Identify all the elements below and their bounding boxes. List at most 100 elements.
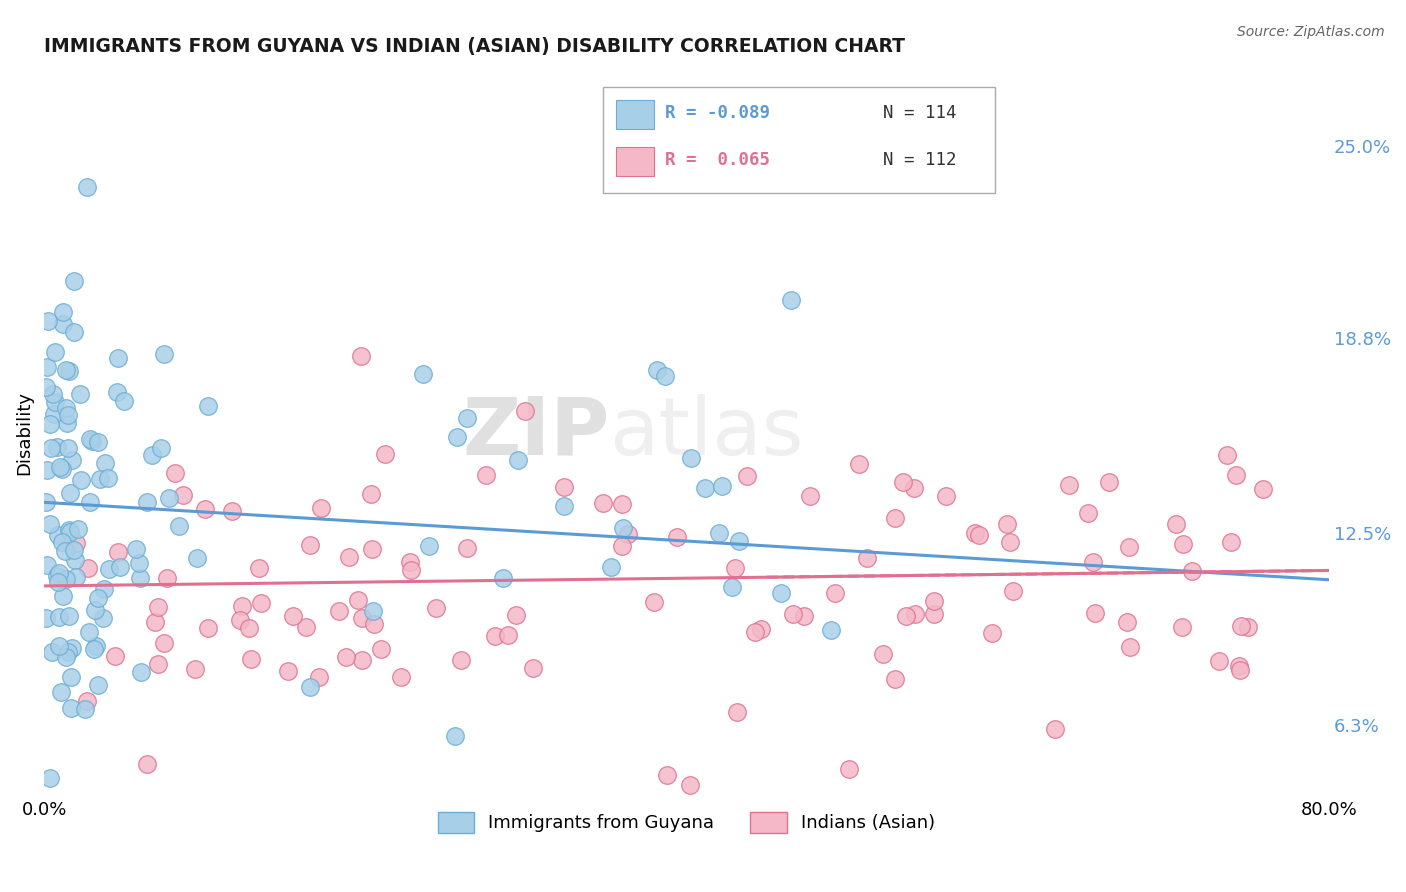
Point (311, 501, 333, 516)
Point (141, 448, 163, 462)
Point (693, 482, 716, 496)
Point (370, 641, 392, 656)
Point (59, 525, 82, 540)
Point (35, 611, 58, 625)
Point (903, 481, 925, 495)
Point (735, 469, 758, 483)
Point (45, 440, 67, 454)
Point (328, 604, 350, 618)
Point (37, 463, 59, 477)
Point (904, 607, 927, 621)
Point (856, 550, 879, 565)
Point (153, 636, 176, 650)
Point (446, 430, 468, 444)
Point (46, 527, 69, 541)
Point (643, 595, 665, 609)
Point (1116, 615, 1139, 629)
Point (48, 609, 70, 624)
Point (891, 475, 914, 489)
Point (399, 556, 422, 570)
Point (146, 599, 169, 614)
Point (361, 604, 384, 618)
Text: N = 114: N = 114 (883, 103, 956, 121)
Point (112, 393, 135, 408)
Point (709, 526, 731, 541)
Point (492, 571, 515, 585)
Point (360, 486, 382, 500)
Point (645, 363, 668, 377)
Point (38, 516, 60, 531)
Point (60, 453, 83, 467)
Point (725, 705, 748, 719)
Point (1097, 475, 1119, 489)
Point (617, 527, 640, 541)
Point (35, 558, 58, 572)
Point (1045, 723, 1067, 737)
Point (49, 685, 72, 699)
Point (65, 536, 87, 550)
Point (89, 472, 111, 486)
Point (52, 317, 75, 331)
Point (1208, 654, 1230, 668)
Text: IMMIGRANTS FROM GUYANA VS INDIAN (ASIAN) DISABILITY CORRELATION CHART: IMMIGRANTS FROM GUYANA VS INDIAN (ASIAN)… (44, 37, 905, 56)
Point (135, 494, 157, 508)
Point (678, 778, 700, 792)
Point (838, 762, 860, 776)
Point (63, 325, 86, 339)
Point (1230, 619, 1253, 633)
Point (612, 521, 634, 535)
Point (443, 730, 465, 744)
Point (295, 620, 318, 634)
Point (995, 516, 1018, 531)
Point (60, 641, 83, 656)
Point (128, 556, 150, 570)
Point (44, 344, 66, 359)
FancyBboxPatch shape (603, 87, 995, 193)
Point (229, 613, 252, 627)
Text: N = 112: N = 112 (883, 151, 956, 169)
Text: Source: ZipAtlas.com: Source: ZipAtlas.com (1237, 25, 1385, 39)
Point (352, 653, 374, 667)
Point (350, 349, 373, 363)
Point (146, 657, 169, 671)
Point (167, 518, 190, 533)
Point (553, 480, 575, 494)
Point (496, 628, 519, 642)
Point (848, 457, 870, 471)
Point (793, 608, 815, 623)
Point (363, 616, 385, 631)
Point (37, 359, 59, 374)
Point (456, 411, 478, 425)
Point (157, 491, 180, 506)
Point (184, 662, 207, 676)
Point (58, 364, 80, 378)
Point (51, 534, 73, 549)
Point (59, 670, 82, 684)
Point (657, 768, 679, 782)
Point (73, 702, 96, 716)
Point (484, 629, 506, 643)
Point (143, 615, 166, 629)
Point (250, 596, 273, 610)
Point (135, 757, 157, 772)
Point (55, 544, 77, 558)
Point (967, 528, 990, 542)
Point (52, 589, 75, 603)
Point (1000, 535, 1022, 549)
Point (83, 642, 105, 657)
Point (346, 593, 368, 607)
Point (884, 511, 907, 525)
Point (84, 639, 107, 653)
Point (56, 408, 79, 422)
Point (48, 639, 70, 653)
Point (239, 652, 262, 666)
Point (1229, 663, 1251, 677)
Point (1084, 607, 1107, 621)
Point (1083, 555, 1105, 569)
Point (724, 561, 747, 575)
Point (450, 653, 472, 667)
Point (38, 417, 60, 431)
Point (197, 399, 219, 413)
Point (70, 473, 93, 487)
Point (515, 404, 537, 418)
